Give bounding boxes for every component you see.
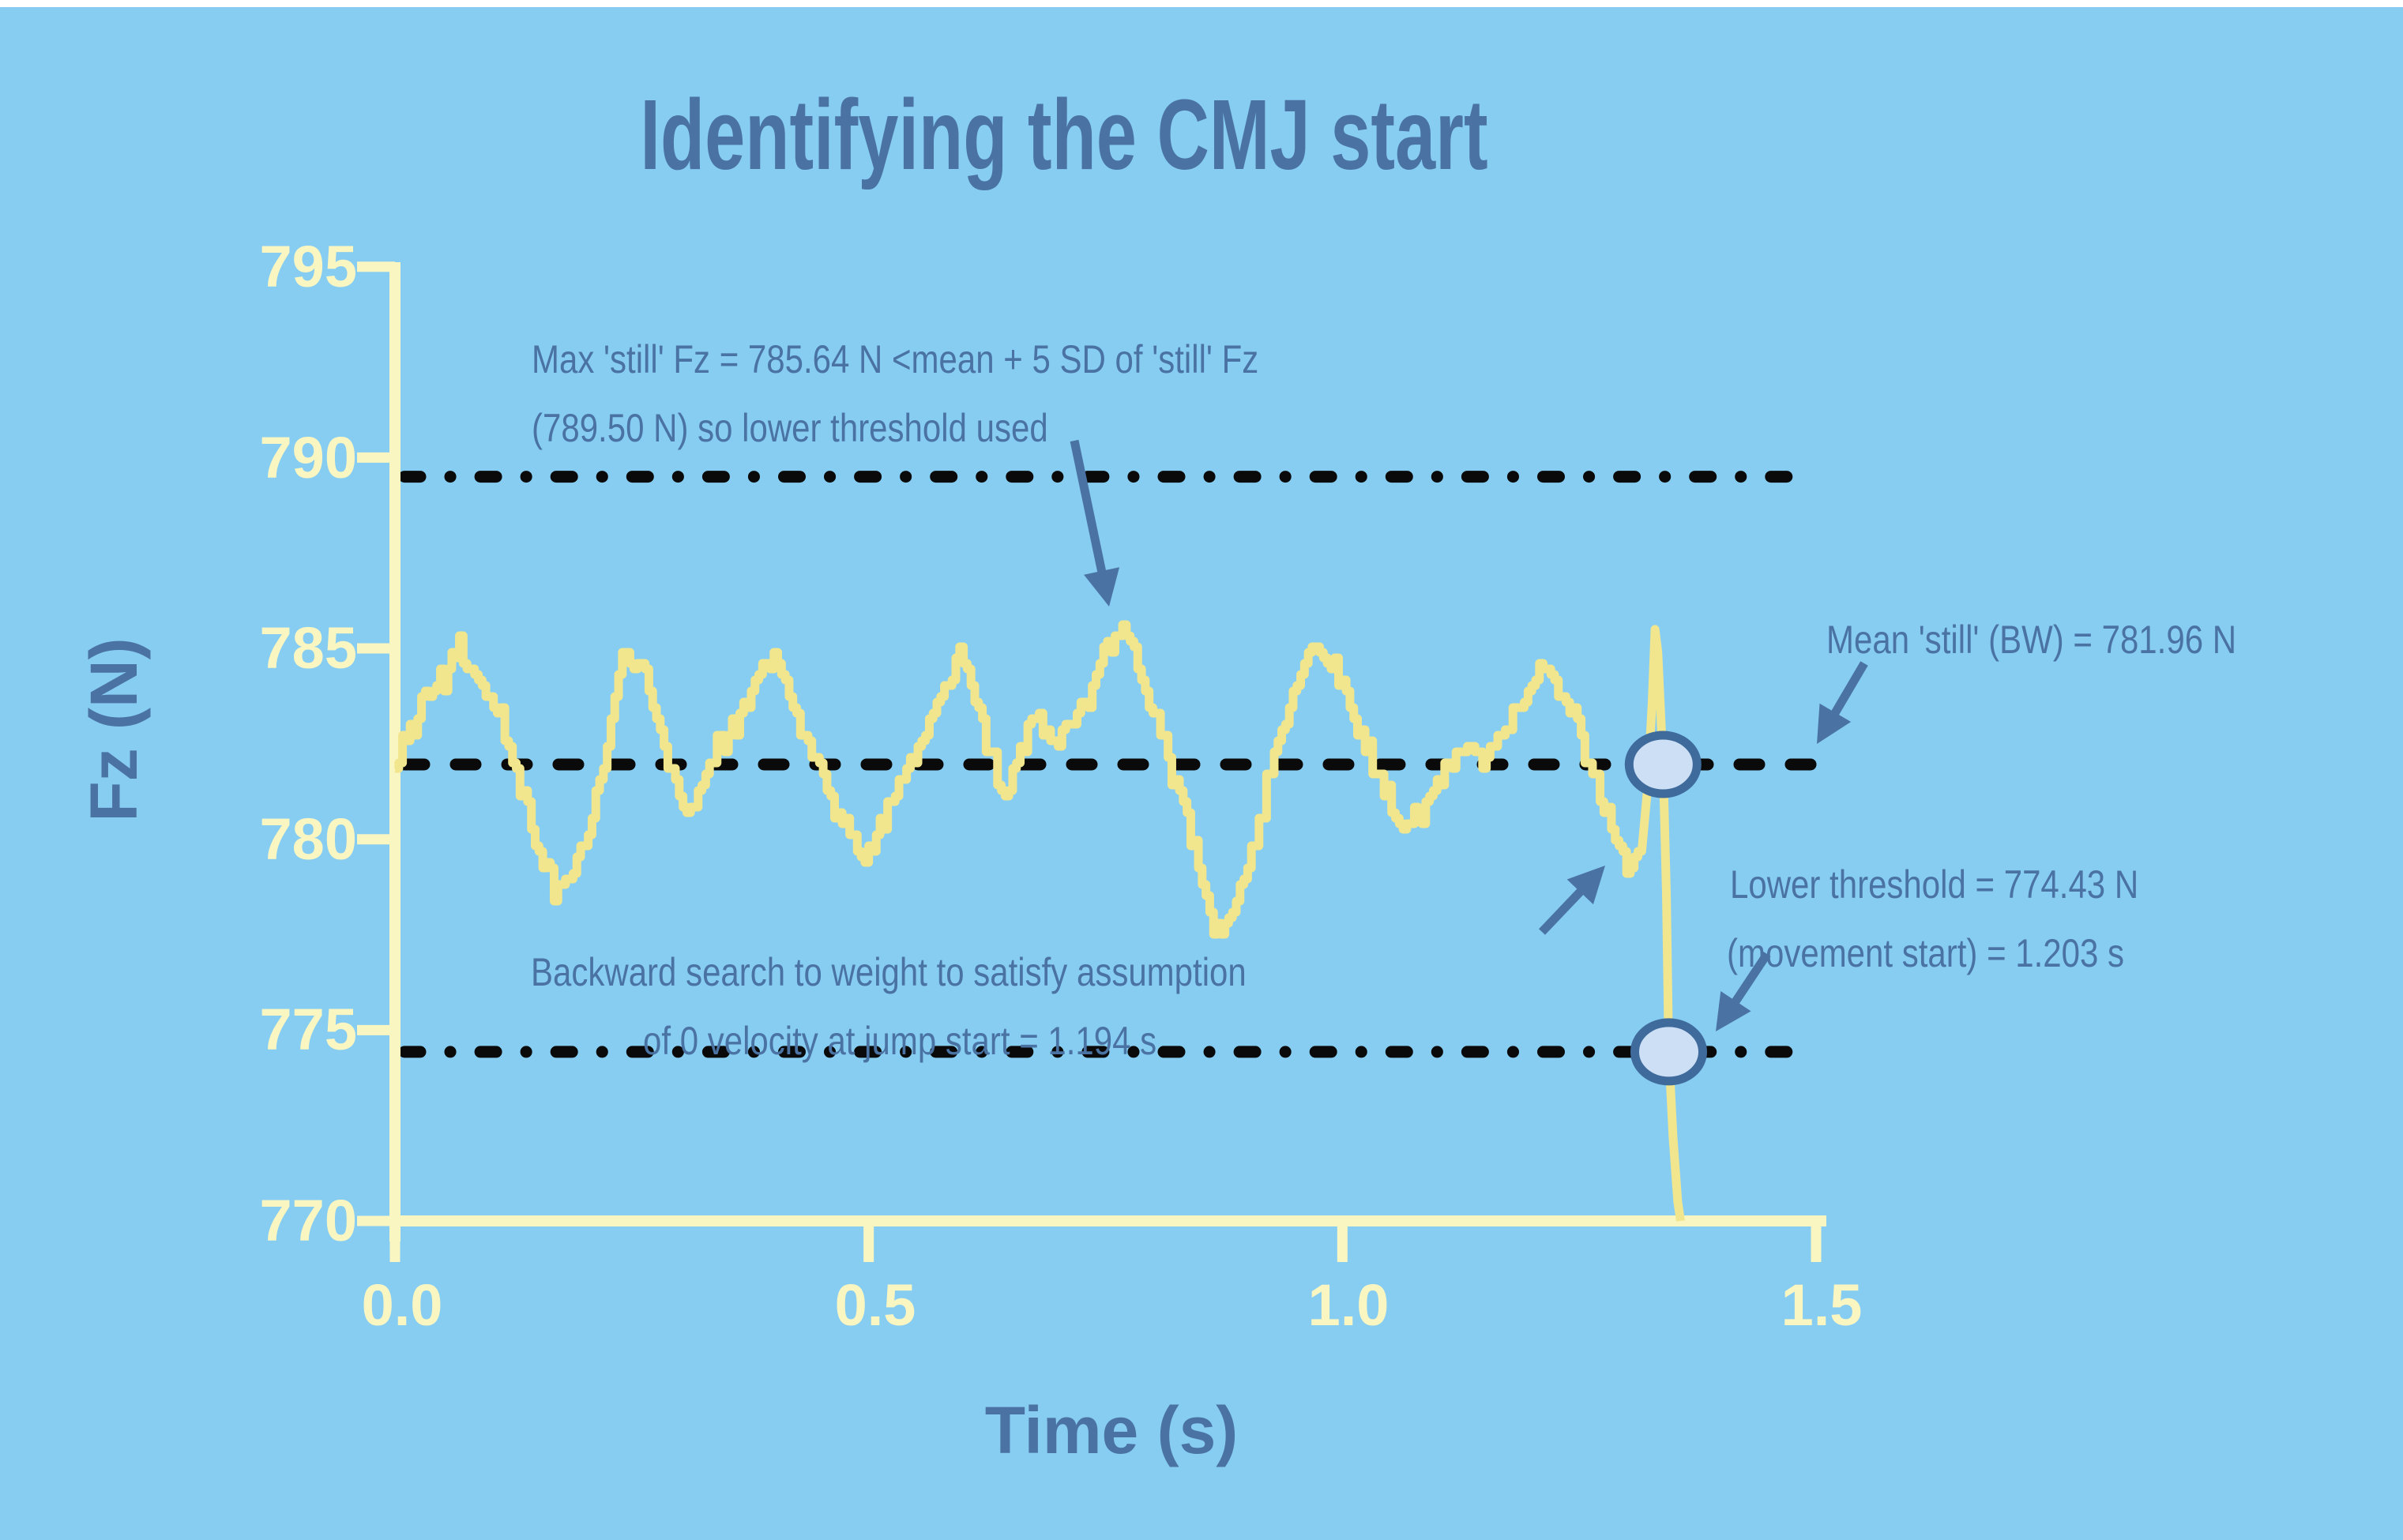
x-tick-label-0.5: 0.5: [834, 1272, 916, 1338]
x-tick-label-1.5: 1.5: [1781, 1272, 1863, 1338]
y-tick-label-785: 785: [259, 615, 357, 681]
movement-start-marker: [1630, 1018, 1707, 1086]
y-axis-title: Fz (N): [77, 637, 151, 822]
x-tick-label-1.0: 1.0: [1307, 1272, 1390, 1338]
max-still-note-line-2: (789.50 N) so lower threshold used: [532, 406, 1048, 450]
lower-threshold-note-line-1: Lower threshold = 774.43 N: [1730, 862, 2139, 907]
max-still-arrow-shaft: [1070, 439, 1108, 583]
movement-start-arrow-head: [1716, 990, 1751, 1031]
mean-still-arrow-head: [1817, 703, 1852, 744]
y-tick-label-795: 795: [259, 234, 357, 299]
chart-title: Identifying the CMJ start: [640, 79, 1488, 190]
y-tick-label-775: 775: [259, 997, 357, 1062]
y-tick-label-790: 790: [259, 425, 357, 490]
x-tick-label-0.0: 0.0: [361, 1272, 443, 1338]
mean-crossing-marker: [1624, 731, 1702, 798]
y-tick-label-770: 770: [259, 1188, 357, 1253]
max-still-arrow-head: [1084, 567, 1120, 607]
backward-search-arrow-head: [1566, 866, 1605, 905]
vertical-ground-reaction-force: [394, 620, 1685, 1222]
backward-search-note-line-1: Backward search to weight to satisfy ass…: [531, 950, 1247, 994]
x-axis-title: Time (s): [984, 1393, 1239, 1467]
backward-search-note-line-2: of 0 velocity at jump start = 1.194 s: [643, 1019, 1157, 1063]
backward-search-arrow-shaft: [1539, 881, 1591, 935]
movement-start-arrow-shaft: [1726, 951, 1771, 1013]
lower-threshold-note-line-2: (movement start) = 1.203 s: [1727, 931, 2125, 975]
max-still-note-line-1: Max 'still' Fz = 785.64 N <mean + 5 SD o…: [532, 337, 1259, 381]
mean-still-note: Mean 'still' (BW) = 781.96 N: [1826, 618, 2237, 662]
mean-still-arrow-shaft: [1826, 661, 1868, 725]
y-tick-label-780: 780: [259, 806, 357, 872]
top-margin-strip: [0, 0, 2403, 7]
